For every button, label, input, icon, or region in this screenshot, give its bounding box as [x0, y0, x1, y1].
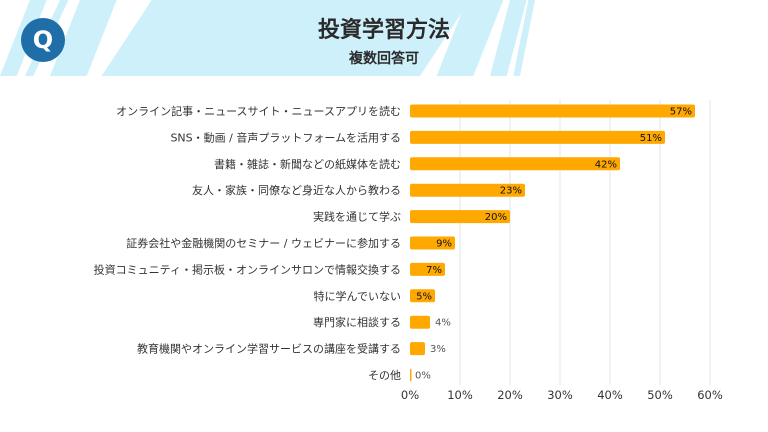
q-logo-letter: Q: [33, 26, 53, 54]
bar: [410, 315, 430, 329]
header-stripe: [513, 0, 535, 76]
x-tick-label: 40%: [597, 388, 623, 402]
data-label: 4%: [435, 318, 451, 329]
bar: [410, 157, 620, 171]
bar: [410, 104, 695, 118]
data-label: 51%: [640, 133, 662, 144]
data-label: 42%: [595, 159, 617, 170]
category-label: その他: [368, 369, 401, 382]
header-stripe: [101, 0, 471, 76]
q-logo-icon: [21, 18, 65, 62]
data-label: 20%: [485, 212, 507, 223]
page-subtitle: 複数回答可: [349, 51, 419, 67]
bar: [410, 183, 525, 197]
x-tick-label: 30%: [547, 388, 573, 402]
data-label: 7%: [426, 265, 442, 276]
header-stripe: [436, 0, 504, 76]
x-tick-label: 0%: [401, 388, 419, 402]
bar: [410, 342, 425, 356]
category-label: 実践を通じて学ぶ: [313, 210, 401, 224]
data-label: 5%: [416, 291, 432, 302]
category-label: オンライン記事・ニュースサイト・ニュースアプリを読む: [116, 104, 401, 118]
category-label: SNS・動画 / 音声プラットフォームを活用する: [170, 130, 401, 144]
header-stripe: [50, 0, 117, 76]
bar: [410, 130, 665, 144]
category-label: 教育機関やオンライン学習サービスの講座を受講する: [137, 342, 401, 356]
bar: [410, 236, 455, 250]
bar: [410, 368, 412, 382]
category-label: 特に学んでいない: [314, 289, 401, 303]
category-label: 投資コミュニティ・掲示板・オンラインサロンで情報交換する: [94, 262, 401, 276]
header-stripes: [0, 0, 535, 76]
header-stripe: [490, 0, 527, 76]
x-tick-label: 10%: [447, 388, 473, 402]
category-label: 専門家に相談する: [313, 315, 401, 329]
bar: [410, 210, 510, 224]
bar: [410, 289, 435, 303]
category-label: 友人・家族・同僚など身近な人から教わる: [192, 183, 401, 197]
data-label: 57%: [670, 107, 692, 118]
category-label: 書籍・雑誌・新聞などの紙媒体を読む: [214, 157, 401, 171]
data-label: 9%: [436, 239, 452, 250]
header-band: Q: [0, 0, 768, 76]
bar: [410, 262, 445, 276]
page-title: 投資学習方法: [317, 18, 450, 43]
x-tick-label: 20%: [497, 388, 523, 402]
x-tick-label: 50%: [647, 388, 673, 402]
x-tick-label: 60%: [697, 388, 723, 402]
data-label: 3%: [430, 344, 446, 355]
data-label: 0%: [415, 371, 431, 382]
data-label: 23%: [500, 186, 522, 197]
category-label: 証券会社や金融機関のセミナー / ウェビナーに参加する: [126, 236, 401, 250]
